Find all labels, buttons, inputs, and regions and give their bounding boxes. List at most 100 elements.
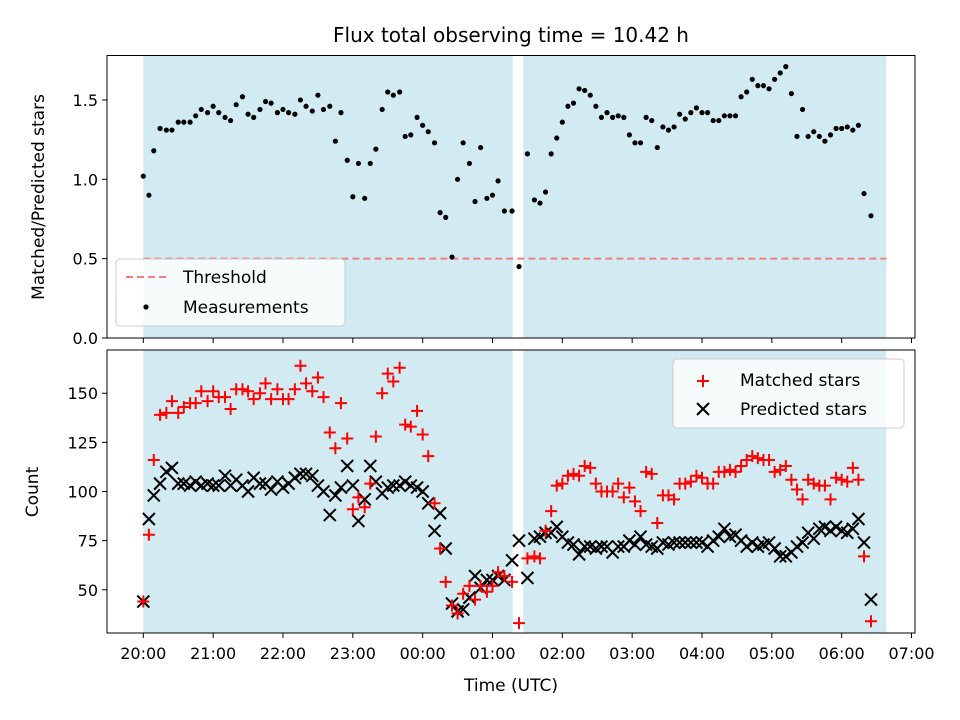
matched-point — [746, 450, 759, 463]
matched-point — [165, 395, 178, 408]
predicted-point — [628, 537, 642, 552]
predicted-point — [712, 529, 726, 544]
matched-point — [521, 552, 534, 565]
predicted-point — [288, 471, 302, 485]
matched-point — [513, 617, 526, 630]
predicted-point — [351, 514, 366, 528]
matched-point — [207, 385, 220, 398]
matched-point — [818, 479, 831, 492]
y-tick-label: 0.0 — [73, 329, 98, 348]
measurement-point — [280, 106, 286, 113]
measurement-point — [175, 119, 181, 125]
measurement-point — [355, 160, 362, 167]
predicted-point — [480, 573, 494, 587]
predicted-point — [421, 496, 435, 510]
matched-point — [271, 383, 284, 396]
measurement-point — [315, 92, 321, 98]
measurement-point — [827, 132, 834, 138]
y-tick-label: 0.5 — [73, 250, 98, 269]
predicted-point — [165, 461, 179, 475]
measurement-point — [833, 125, 839, 132]
measurement-point — [454, 176, 461, 182]
matched-point — [201, 395, 214, 408]
y-tick-label: 50 — [78, 581, 98, 600]
matched-point — [224, 402, 237, 415]
matched-point — [404, 420, 417, 433]
predicted-point — [823, 524, 838, 538]
matched-point — [142, 528, 155, 541]
x-tick-label: 20:00 — [120, 644, 166, 663]
measurement-point — [868, 213, 874, 219]
matched-point — [679, 477, 692, 490]
measurement-point — [598, 114, 605, 120]
matched-point — [589, 477, 602, 490]
measurement-point — [610, 114, 616, 120]
y-tick-label: 100 — [67, 483, 98, 502]
matched-point — [835, 473, 848, 486]
predicted-point — [550, 520, 564, 534]
top-y-axis: 0.0 0.5 1.0 1.5 — [73, 91, 107, 348]
measurement-point — [489, 192, 496, 198]
measurement-point — [484, 195, 490, 201]
predicted-point — [773, 549, 787, 564]
measurement-point — [367, 160, 373, 167]
matched-point — [651, 516, 664, 529]
measurement-point — [783, 64, 789, 70]
y-tick-label: 150 — [67, 384, 98, 403]
matched-point — [247, 393, 260, 406]
predicted-point — [415, 484, 430, 499]
predicted-point — [305, 469, 320, 483]
matched-point — [779, 459, 792, 472]
bottom-x-axis: 20:00 21:00 22:00 23:00 00:00 01:00 02:00 03:00… — [120, 633, 935, 663]
predicted-point — [293, 467, 308, 481]
predicted-point — [706, 533, 720, 548]
y-tick-label: 75 — [78, 532, 98, 551]
measurement-point — [157, 125, 163, 132]
matched-point — [751, 452, 764, 465]
measurement-point — [169, 127, 175, 133]
matched-point — [785, 473, 798, 486]
measurement-point — [431, 140, 438, 146]
predicted-point — [672, 535, 687, 550]
matched-point — [288, 383, 301, 396]
predicted-point — [427, 524, 442, 538]
predicted-point — [392, 478, 407, 493]
measurement-point — [654, 144, 660, 151]
measurement-point — [245, 111, 251, 117]
measurement-point — [844, 124, 850, 130]
matched-point — [352, 491, 365, 504]
measurement-point — [163, 127, 169, 133]
matched-point — [369, 430, 382, 443]
measurement-point — [478, 144, 484, 151]
measurement-point — [460, 140, 466, 146]
predicted-point — [147, 488, 161, 503]
matched-point — [528, 550, 541, 563]
matched-point — [463, 579, 476, 592]
matched-legend-label: Matched stars — [740, 371, 860, 391]
predicted-point — [253, 476, 267, 491]
matched-point — [729, 465, 742, 478]
x-tick-label: 04:00 — [679, 644, 725, 663]
measurement-point — [303, 103, 309, 109]
measurement-point — [816, 133, 822, 140]
matched-point — [628, 495, 641, 508]
matched-point — [858, 550, 871, 563]
measurement-point — [861, 190, 867, 197]
measurement-point — [350, 194, 356, 200]
measurement-point — [565, 103, 571, 109]
measurement-point — [660, 124, 666, 130]
predicted-point — [505, 553, 519, 567]
matched-point — [317, 391, 330, 404]
measurement-point — [402, 133, 408, 140]
predicted-point — [183, 478, 197, 493]
matched-point — [841, 475, 854, 488]
matched-point — [416, 428, 429, 441]
measurement-point — [788, 90, 794, 97]
matched-point — [623, 481, 636, 494]
predicted-point — [829, 520, 843, 534]
measurement-point — [554, 135, 560, 141]
measurement-point — [811, 129, 817, 135]
measurement-legend-marker — [143, 304, 149, 310]
x-tick-label: 01:00 — [469, 644, 515, 663]
predicted-point — [323, 508, 337, 522]
